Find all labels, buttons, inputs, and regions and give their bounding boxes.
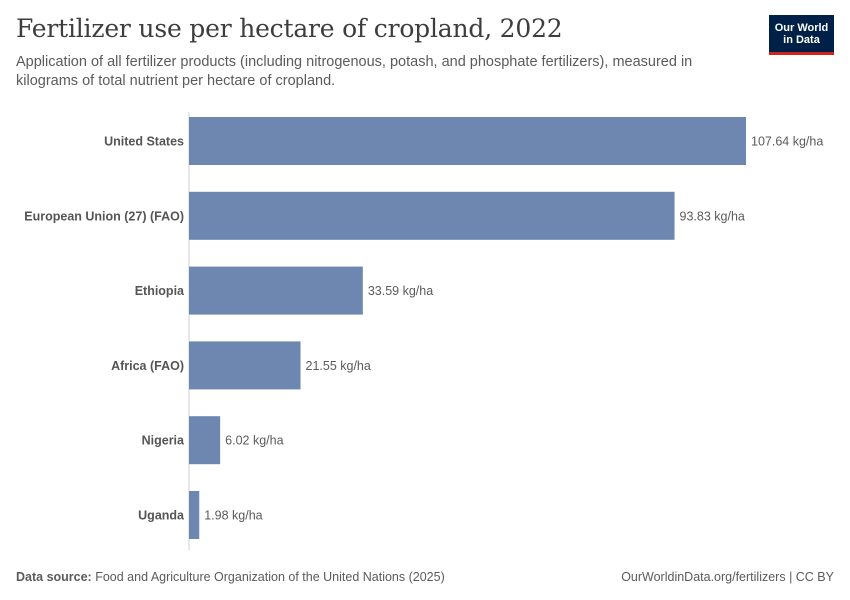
value-label: 1.98 kg/ha: [204, 509, 262, 523]
value-label: 21.55 kg/ha: [306, 359, 371, 373]
category-label: Nigeria: [142, 434, 185, 448]
bar[interactable]: [189, 341, 301, 390]
value-label: 6.02 kg/ha: [225, 434, 283, 448]
data-source: Data source: Food and Agriculture Organi…: [16, 570, 445, 584]
url-license[interactable]: OurWorldinData.org/fertilizers | CC BY: [621, 570, 834, 584]
chart-title: Fertilizer use per hectare of cropland, …: [16, 14, 563, 43]
category-label: European Union (27) (FAO): [24, 209, 184, 223]
bar-chart: United States 107.64 kg/ha European Union …: [24, 112, 823, 550]
value-label: 33.59 kg/ha: [368, 284, 433, 298]
category-label: United States: [104, 135, 184, 149]
bar[interactable]: [189, 191, 675, 240]
category-label: Africa (FAO): [111, 359, 184, 373]
value-label: 107.64 kg/ha: [751, 135, 823, 149]
logo-line-1: Our World: [774, 21, 829, 34]
bar[interactable]: [189, 266, 363, 315]
category-label: Uganda: [138, 509, 185, 523]
value-label: 93.83 kg/ha: [680, 209, 745, 223]
owid-logo[interactable]: Our World in Data: [769, 15, 834, 55]
data-source-label: Data source:: [16, 570, 92, 584]
bar[interactable]: [189, 491, 200, 539]
data-source-text[interactable]: Food and Agriculture Organization of the…: [95, 570, 445, 584]
bar[interactable]: [189, 416, 221, 465]
chart-subtitle: Application of all fertilizer products (…: [16, 54, 693, 89]
category-label: Ethiopia: [135, 284, 185, 298]
logo-line-2: in Data: [783, 33, 820, 46]
bar[interactable]: [189, 117, 746, 165]
